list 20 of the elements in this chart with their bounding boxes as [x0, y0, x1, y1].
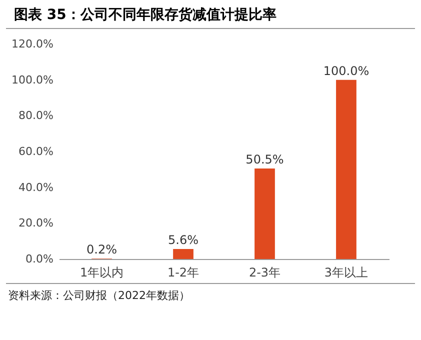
- bar: [336, 80, 356, 259]
- text: 资料来源：公司财报（2022年数据）: [8, 288, 191, 303]
- x-tick-label: 3年以上: [324, 266, 368, 280]
- y-tick-label: 100.0%: [12, 73, 54, 86]
- data-label: 5.6%: [168, 232, 199, 247]
- x-tick-label: 1-2年: [167, 266, 200, 280]
- y-tick-label: 0.0%: [26, 252, 54, 266]
- chart-title: 图表 35：公司不同年限存货减值计提比率: [6, 0, 415, 29]
- y-tick-label: 40.0%: [18, 180, 54, 194]
- data-label: 100.0%: [323, 64, 370, 78]
- y-tick-label: 20.0%: [18, 216, 54, 230]
- y-tick-label: 120.0%: [12, 38, 54, 50]
- bar: [173, 248, 194, 259]
- y-tick-label: 60.0%: [18, 145, 54, 158]
- x-tick-label: 2-3年: [248, 266, 281, 280]
- data-label: 50.5%: [246, 152, 284, 167]
- y-tick-label: 80.0%: [18, 109, 54, 122]
- bar: [254, 168, 275, 259]
- x-tick-label: 1年以内: [80, 266, 124, 280]
- data-label: 0.2%: [86, 242, 118, 257]
